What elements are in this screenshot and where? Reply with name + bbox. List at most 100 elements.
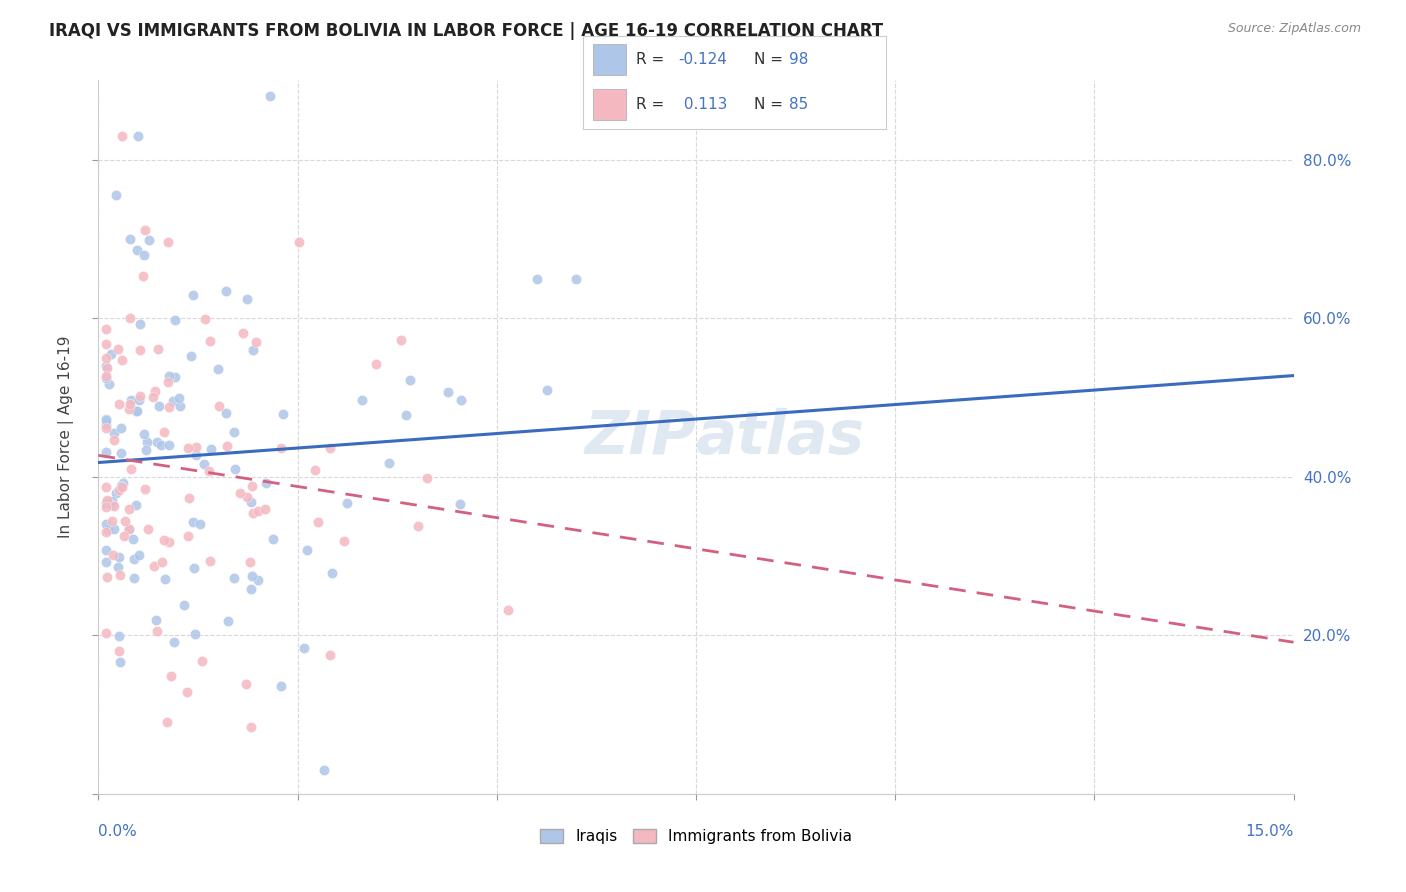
Point (152, 425, 174, 439)
Point (416, 471, 439, 485)
Point (160, 669, 183, 683)
Point (107, 560, 129, 574)
Point (96, 516, 118, 531)
Text: 98: 98 (789, 52, 808, 67)
Text: N =: N = (754, 52, 789, 67)
Point (96, 412, 118, 426)
Point (96, 570, 118, 584)
Text: Source: ZipAtlas.com: Source: ZipAtlas.com (1227, 22, 1361, 36)
Text: ZIP: ZIP (583, 408, 696, 467)
Point (259, 89, 281, 103)
Point (131, 269, 153, 284)
Text: R =: R = (637, 52, 669, 67)
Point (304, 463, 326, 477)
Point (104, 486, 127, 500)
Point (240, 479, 263, 493)
Text: 85: 85 (789, 97, 808, 112)
Point (197, 464, 219, 478)
Point (110, 479, 132, 493)
Point (96, 361, 118, 376)
Point (254, 502, 277, 516)
Point (114, 514, 136, 528)
Point (183, 561, 205, 575)
Point (122, 570, 145, 584)
Point (198, 554, 221, 568)
Point (321, 566, 343, 580)
Point (120, 461, 142, 475)
Point (145, 613, 167, 627)
Point (193, 458, 215, 472)
Point (208, 400, 231, 414)
Point (184, 627, 207, 641)
Point (150, 438, 173, 452)
Point (128, 392, 150, 407)
Point (389, 334, 412, 348)
Point (270, 442, 292, 456)
Text: 15.0%: 15.0% (1246, 824, 1294, 839)
Point (96, 359, 118, 374)
Point (110, 568, 132, 582)
Point (128, 548, 150, 562)
Point (96, 493, 118, 508)
Text: R =: R = (637, 97, 669, 112)
Legend: Iraqis, Immigrants from Bolivia: Iraqis, Immigrants from Bolivia (534, 823, 858, 850)
Point (143, 559, 166, 574)
Point (111, 352, 134, 367)
Point (108, 629, 131, 643)
Bar (592, 89, 626, 120)
Point (129, 317, 152, 331)
Point (163, 635, 186, 649)
Point (156, 235, 179, 249)
Point (96, 500, 118, 514)
Point (146, 342, 169, 356)
Point (245, 334, 267, 349)
Point (152, 533, 174, 547)
Point (240, 495, 263, 509)
Point (127, 243, 149, 257)
Point (399, 373, 422, 387)
Point (232, 326, 254, 341)
Point (239, 555, 262, 569)
Text: atlas: atlas (696, 408, 865, 467)
Point (103, 425, 125, 440)
Point (108, 483, 131, 497)
Point (107, 342, 129, 356)
Point (319, 648, 342, 662)
Point (146, 624, 169, 638)
Text: 0.113: 0.113 (679, 97, 727, 112)
Point (217, 614, 239, 628)
Point (177, 441, 200, 455)
Point (200, 442, 222, 456)
Point (104, 188, 127, 202)
Point (314, 763, 336, 777)
Point (98, 377, 121, 392)
Point (101, 514, 124, 528)
Point (288, 235, 311, 250)
Point (496, 603, 519, 617)
Point (122, 552, 145, 566)
Point (240, 568, 263, 582)
Point (111, 480, 134, 494)
Point (134, 483, 156, 497)
Point (125, 404, 148, 418)
Point (157, 369, 180, 384)
Point (112, 529, 135, 543)
Point (240, 582, 263, 596)
Point (127, 128, 149, 143)
Point (295, 542, 318, 557)
Text: 0.0%: 0.0% (98, 824, 138, 839)
Point (157, 438, 180, 452)
Point (100, 347, 122, 361)
Point (378, 457, 401, 471)
Point (129, 343, 152, 357)
Point (188, 517, 211, 532)
Point (120, 232, 142, 246)
Point (153, 572, 176, 586)
Point (235, 292, 257, 306)
Point (292, 641, 315, 656)
Text: N =: N = (754, 97, 789, 112)
Point (96, 625, 118, 640)
Point (143, 384, 166, 398)
Point (273, 407, 295, 421)
Point (120, 397, 142, 411)
